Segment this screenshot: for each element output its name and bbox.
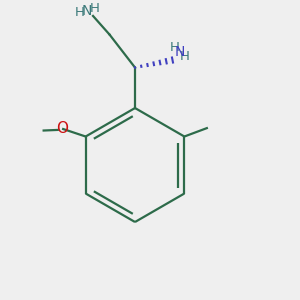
Text: H: H <box>170 41 180 54</box>
Text: N: N <box>175 45 185 59</box>
Text: N: N <box>82 4 92 17</box>
Text: H: H <box>75 6 84 19</box>
Text: O: O <box>56 121 68 136</box>
Text: H: H <box>180 50 190 63</box>
Text: H: H <box>90 2 99 15</box>
